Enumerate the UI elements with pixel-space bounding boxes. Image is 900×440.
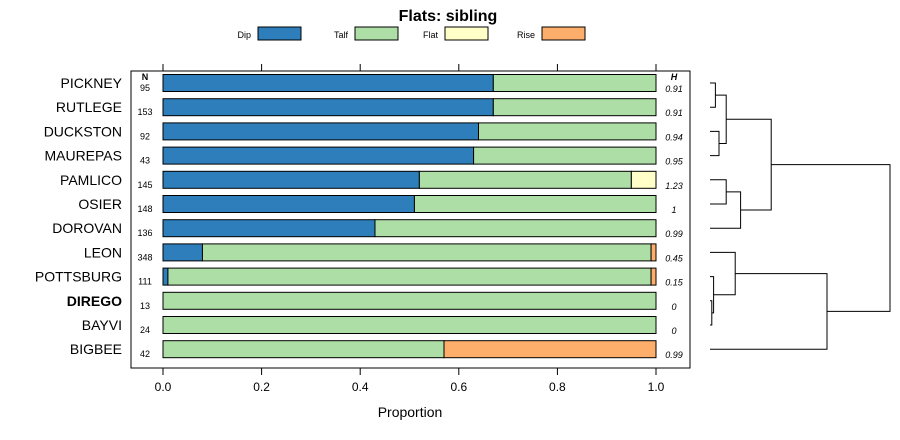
bar-pamlico-dip	[162, 170, 420, 189]
h-value-dorovan: 0.99	[665, 229, 683, 239]
n-header: N	[142, 72, 149, 82]
n-value-dirego: 13	[140, 301, 150, 311]
h-value-rutlege: 0.91	[665, 108, 683, 118]
n-value-maurepas: 43	[140, 156, 150, 166]
dendrogram-link-5	[726, 118, 772, 211]
bar-dorovan-talf	[374, 219, 657, 238]
bar-group	[162, 74, 657, 359]
dendrogram-link-2	[715, 94, 727, 144]
legend-label-rise: Rise	[517, 30, 535, 40]
bar-bigbee-rise	[443, 340, 657, 359]
h-value-dirego: 0	[671, 302, 676, 312]
h-value-pickney: 0.91	[665, 84, 683, 94]
category-label-rutlege: RUTLEGE	[56, 99, 122, 115]
bar-leon-rise	[650, 243, 657, 262]
n-value-duckston: 92	[140, 131, 150, 141]
category-label-maurepas: MAUREPAS	[44, 148, 122, 164]
n-value-dorovan: 136	[137, 228, 152, 238]
bar-leon-talf	[201, 243, 652, 262]
dendrogram-link-10	[771, 164, 891, 312]
legend-label-dip: Dip	[237, 30, 251, 40]
bar-maurepas-dip	[162, 146, 475, 165]
n-value-osier: 148	[137, 204, 152, 214]
bar-pottsburg-talf	[167, 267, 652, 286]
bar-bigbee-talf	[162, 340, 445, 359]
h-value-bigbee: 0.99	[665, 350, 683, 360]
bar-rutlege-talf	[492, 98, 657, 117]
bar-pottsburg-rise	[650, 267, 657, 286]
n-value-pottsburg: 111	[138, 277, 152, 287]
bar-pamlico-flat	[630, 170, 657, 189]
bar-osier-talf	[413, 195, 657, 213]
bar-pickney-talf	[492, 74, 657, 92]
dendrogram-link-4	[710, 191, 742, 229]
legend-swatch-talf	[354, 26, 399, 41]
bar-dirego-talf	[162, 291, 657, 310]
n-value-leon: 348	[137, 252, 152, 262]
x-axis: 0.0 0.2 0.4 0.6 0.8 1.0	[155, 64, 665, 394]
plot-frame	[130, 70, 691, 369]
x-axis-label: Proportion	[378, 404, 443, 420]
h-value-osier: 1	[671, 205, 676, 215]
dendrogram-link-3	[710, 179, 727, 205]
dendrogram-link-6	[710, 300, 713, 326]
x-tick-label: 0.0	[155, 380, 172, 394]
bar-pottsburg-dip	[162, 267, 169, 286]
category-label-osier: OSIER	[78, 196, 122, 212]
h-value-bayvi: 0	[671, 326, 676, 336]
bar-duckston-dip	[162, 122, 480, 141]
bar-leon-dip	[162, 243, 203, 262]
h-value-leon: 0.45	[665, 253, 684, 263]
bar-bayvi-talf	[162, 316, 657, 334]
n-column: N 95 153 92 43 145 148 136 348 111 13 24 42	[137, 72, 152, 359]
x-tick-label: 0.4	[352, 380, 369, 394]
legend: Dip Talf Flat Rise	[237, 26, 586, 41]
category-label-duckston: DUCKSTON	[44, 123, 122, 139]
n-value-pamlico: 145	[137, 180, 152, 190]
category-label-bigbee: BIGBEE	[70, 341, 122, 357]
dendrogram-link-0	[710, 82, 716, 108]
h-value-duckston: 0.94	[665, 132, 683, 142]
dendrogram-link-9	[710, 273, 828, 350]
dendrogram-link-1	[710, 130, 720, 157]
category-label-pamlico: PAMLICO	[60, 172, 122, 188]
category-label-bayvi: BAYVI	[82, 317, 122, 333]
category-labels: PICKNEY RUTLEGE DUCKSTON MAUREPAS PAMLICO OSI…	[35, 75, 123, 357]
bar-rutlege-dip	[162, 98, 494, 117]
n-value-bigbee: 42	[140, 349, 150, 359]
bar-dorovan-dip	[162, 219, 376, 238]
dendrogram	[710, 82, 891, 350]
h-value-maurepas: 0.95	[665, 157, 684, 167]
x-tick-label: 0.2	[253, 380, 270, 394]
n-value-rutlege: 153	[137, 107, 152, 117]
legend-swatch-dip	[257, 26, 302, 41]
category-label-leon: LEON	[84, 244, 122, 260]
category-label-dirego: DIREGO	[67, 293, 122, 309]
h-column: H 0.91 0.91 0.94 0.95 1.23 1 0.99 0.45 0.15 0 0 0.9…	[665, 72, 684, 360]
x-tick-label: 1.0	[648, 380, 665, 394]
legend-label-flat: Flat	[423, 30, 439, 40]
category-label-pottsburg: POTTSBURG	[35, 269, 122, 285]
legend-swatch-flat	[444, 26, 489, 41]
category-label-dorovan: DOROVAN	[52, 220, 122, 236]
n-value-pickney: 95	[140, 83, 150, 93]
legend-label-talf: Talf	[334, 30, 349, 40]
bar-pickney-dip	[162, 74, 494, 92]
bar-maurepas-talf	[473, 146, 657, 165]
bar-pamlico-talf	[418, 170, 632, 189]
bar-osier-dip	[162, 195, 415, 213]
x-tick-label: 0.8	[549, 380, 566, 394]
legend-swatch-rise	[541, 26, 586, 41]
category-label-pickney: PICKNEY	[61, 75, 123, 91]
n-value-bayvi: 24	[140, 325, 150, 335]
h-header: H	[671, 72, 678, 82]
h-value-pamlico: 1.23	[665, 181, 683, 191]
bar-duckston-talf	[478, 122, 657, 141]
x-tick-label: 0.6	[450, 380, 467, 394]
chart-title: Flats: sibling	[399, 8, 498, 25]
dendrogram-links	[710, 82, 891, 350]
h-value-pottsburg: 0.15	[665, 278, 684, 288]
